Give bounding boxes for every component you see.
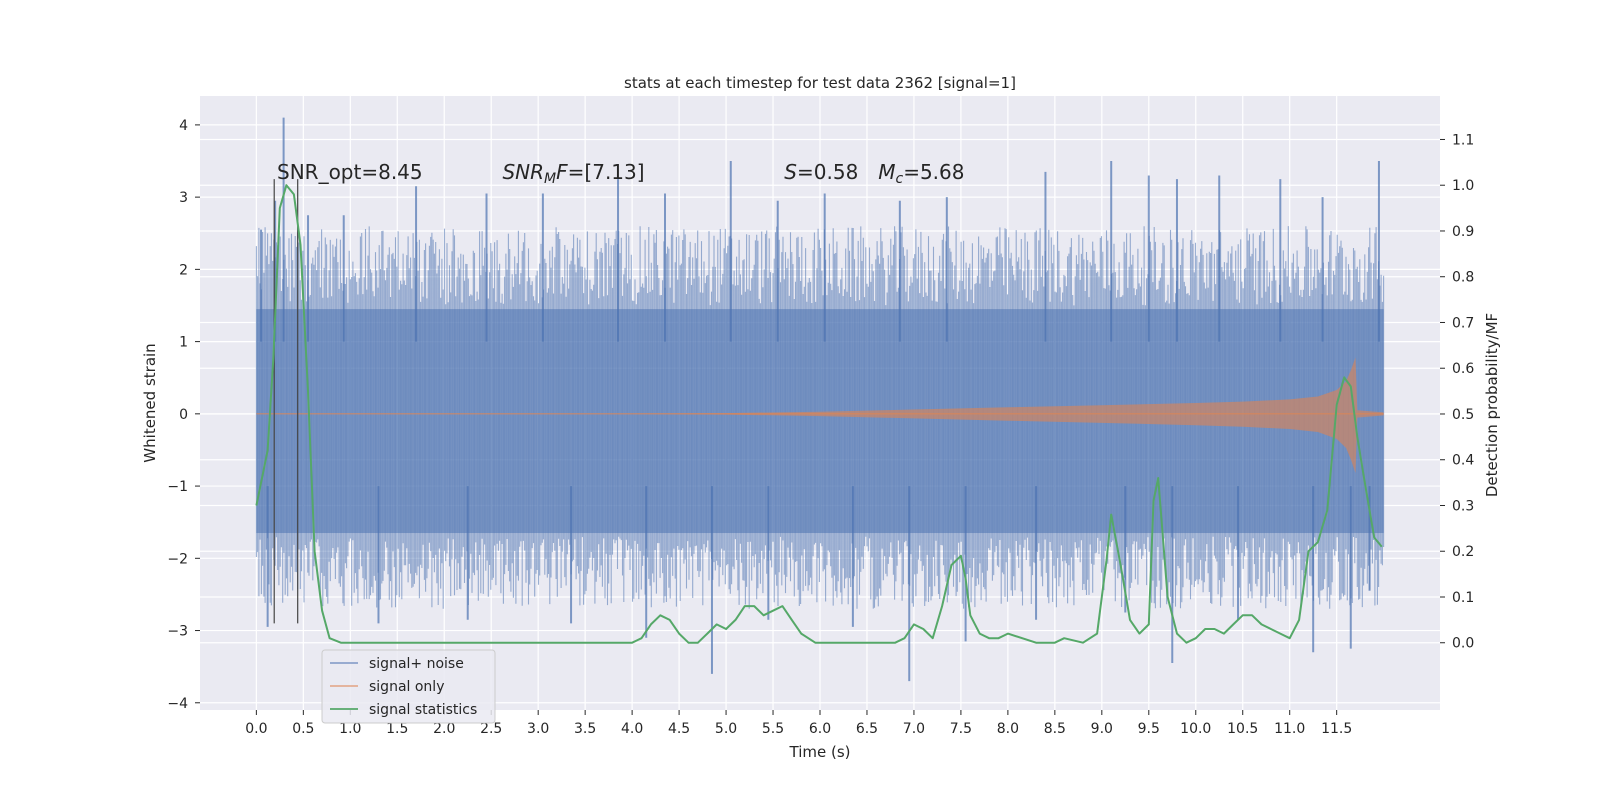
y2-tick-label: 0.4 [1452,453,1474,469]
y2-tick-label: 1.1 [1452,132,1474,148]
x-tick-label: 6.0 [809,721,831,737]
x-tick-label: 8.5 [1044,721,1066,737]
x-tick-label: 9.5 [1138,721,1160,737]
y2-axis-label: Detection probability/MF [1483,313,1501,497]
y2-tick-label: 0.0 [1452,636,1474,652]
x-tick-label: 3.5 [574,721,596,737]
y2-tick-label: 0.6 [1452,361,1474,377]
legend-label-stat: signal statistics [369,702,477,718]
y2-tick-label: 0.8 [1452,270,1474,286]
annotation-s-value: S=0.58 [784,160,858,184]
x-tick-label: 7.5 [950,721,972,737]
x-tick-label: 5.5 [762,721,784,737]
y-tick-label: 1 [179,335,188,351]
x-tick-label: 1.5 [386,721,408,737]
legend-label-noise: signal+ noise [369,656,464,672]
y-tick-label: −1 [167,479,188,495]
x-tick-label: 4.5 [668,721,690,737]
y2-tick-label: 0.3 [1452,498,1474,514]
legend-box [321,649,496,724]
y-tick-label: 4 [179,118,188,134]
x-tick-label: 10.5 [1227,721,1258,737]
y-tick-label: −2 [167,551,188,567]
legend-label-signal: signal only [369,679,444,695]
x-tick-label: 10.0 [1180,721,1211,737]
y-tick-label: 3 [179,190,188,206]
x-tick-label: 2.0 [433,721,455,737]
annotation-snr-mf: SNRMF=[7.13] [502,160,644,187]
legend: signal+ noise signal only signal statist… [321,649,496,724]
y-tick-label: −4 [167,696,188,712]
x-tick-label: 5.0 [715,721,737,737]
x-tick-label: 0.5 [292,721,314,737]
y-tick-label: 0 [179,407,188,423]
signal-statistics-line [255,184,1383,644]
y-tick-label: −3 [167,624,188,640]
y2-tick-label: 0.1 [1452,590,1474,606]
y-tick-label: 2 [179,262,188,278]
x-tick-label: 0.0 [245,721,267,737]
x-tick-label: 2.5 [480,721,502,737]
y2-tick-label: 0.5 [1452,407,1474,423]
x-tick-label: 7.0 [903,721,925,737]
y2-tick-label: 0.2 [1452,544,1474,560]
y2-tick-label: 0.7 [1452,315,1474,331]
x-tick-label: 8.0 [997,721,1019,737]
annotation-snr-opt: SNR_opt=8.45 [277,160,423,184]
x-tick-label: 9.0 [1091,721,1113,737]
x-tick-label: 11.0 [1274,721,1305,737]
y-axis-label: Whitened strain [141,343,159,462]
annotation-mc-value: Mc=5.68 [878,160,964,187]
signal-only-envelope [256,357,1384,473]
x-tick-label: 6.5 [856,721,878,737]
y2-tick-label: 1.0 [1452,178,1474,194]
y2-tick-label: 0.9 [1452,224,1474,240]
x-tick-label: 11.5 [1321,721,1352,737]
x-axis-label: Time (s) [789,743,851,761]
x-tick-label: 4.0 [621,721,643,737]
x-tick-label: 1.0 [339,721,361,737]
chart-title: stats at each timestep for test data 236… [624,74,1016,92]
x-tick-label: 3.0 [527,721,549,737]
